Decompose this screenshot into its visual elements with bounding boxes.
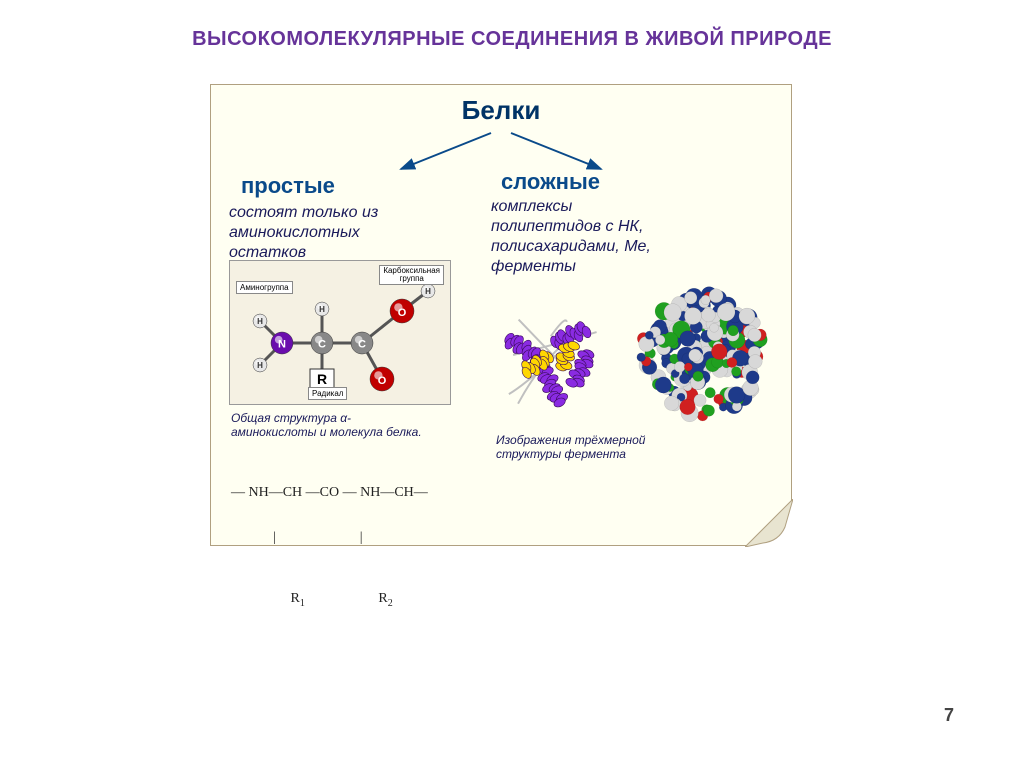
right-branch-label: сложные	[501, 169, 600, 195]
formula-line2: | |	[231, 533, 428, 543]
amino-caption: Общая структура α-аминокислоты и молекул…	[231, 411, 461, 440]
svg-text:R: R	[317, 371, 327, 387]
svg-text:O: O	[378, 375, 387, 387]
left-branch-desc: состоят только изаминокислотныхостатков	[229, 203, 459, 263]
radical-label: Радикал	[308, 387, 347, 400]
svg-text:H: H	[425, 287, 431, 296]
formula-line3: R1 R2	[231, 575, 428, 625]
svg-text:H: H	[257, 317, 263, 326]
svg-text:C: C	[358, 338, 366, 350]
page-fold-icon	[745, 499, 793, 547]
protein-surface	[626, 280, 781, 430]
polypeptide-formula: — NH—CH —CO — NH—CH— | | R1 R2	[231, 453, 428, 657]
left-branch-label: простые	[241, 173, 335, 199]
content-panel: Белки простые состоят только изаминокисл…	[210, 84, 792, 546]
amino-acid-structure: Аминогруппа Карбоксильнаягруппа Радикал …	[229, 260, 451, 405]
svg-text:O: O	[398, 307, 407, 319]
protein-caption: Изображения трёхмернойструктуры фермента	[496, 433, 756, 462]
slide-title: ВЫСОКОМОЛЕКУЛЯРНЫЕ СОЕДИНЕНИЯ В ЖИВОЙ ПР…	[0, 28, 1024, 51]
carboxyl-group-label: Карбоксильнаягруппа	[379, 265, 444, 285]
right-branch-desc: комплексыполипептидов с НК,полисахаридам…	[491, 197, 751, 277]
svg-text:H: H	[257, 361, 263, 370]
root-label: Белки	[211, 95, 791, 126]
protein-ribbon	[481, 295, 621, 425]
amino-group-label: Аминогруппа	[236, 281, 293, 294]
formula-line1: — NH—CH —CO — NH—CH—	[231, 485, 428, 501]
page-number: 7	[944, 705, 954, 726]
svg-text:C: C	[318, 338, 326, 350]
svg-text:N: N	[278, 338, 286, 350]
svg-text:H: H	[319, 305, 325, 314]
